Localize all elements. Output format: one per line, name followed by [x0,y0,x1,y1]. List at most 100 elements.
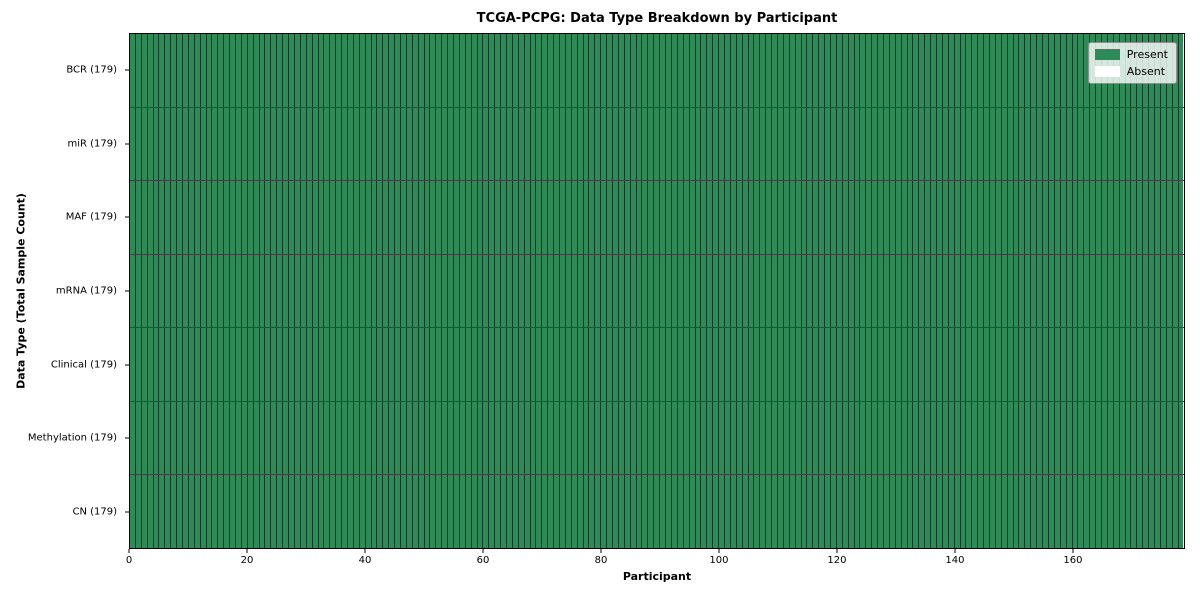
cell [459,475,466,549]
cell [630,107,637,181]
cell [1025,254,1032,328]
cell [1113,475,1120,549]
cell [1019,475,1026,549]
cell [400,107,407,181]
cell [218,401,225,475]
cell [312,181,319,254]
cell [795,254,802,328]
cell [1096,475,1102,549]
cell [730,254,737,328]
cell [212,254,219,328]
cell [206,401,213,475]
cell [453,107,460,181]
cell [283,254,290,328]
cell [1166,181,1173,254]
heatmap-row-CN [130,475,1184,549]
cell [324,254,331,328]
cell [306,475,313,549]
legend-label: Present [1126,48,1168,61]
cell [395,475,401,549]
cell [724,34,731,107]
cell [589,107,596,181]
cell [159,181,166,254]
cell [736,254,743,328]
cell [565,107,572,181]
cell [825,401,831,475]
cell [724,401,731,475]
cell [842,34,849,107]
x-tick-label: 160 [1063,555,1083,566]
cell [660,328,667,401]
cell [147,254,154,328]
cell [1037,181,1044,254]
cell [583,107,590,181]
cell [948,34,955,107]
cell [648,401,655,475]
cell [518,475,525,549]
cell [548,475,555,549]
cell [347,401,354,475]
cell [271,401,278,475]
cell [630,475,637,549]
cell [524,34,531,107]
cell [183,181,189,254]
cell [695,34,702,107]
cell [183,401,189,475]
cell [342,401,348,475]
cell [412,401,419,475]
y-tick-mark [125,364,129,366]
cell [624,107,631,181]
cell [300,475,307,549]
cell [512,475,519,549]
cell [1072,401,1079,475]
cell [277,401,284,475]
cell [312,401,319,475]
cell [400,401,407,475]
cell [854,401,861,475]
cell [347,181,354,254]
cell [418,475,425,549]
cell [1101,475,1108,549]
cell [848,34,855,107]
cell [512,181,519,254]
cell [1131,254,1138,328]
cell [406,475,413,549]
cell [1072,34,1079,107]
cell [1172,475,1179,549]
cell [524,401,531,475]
cell [141,254,148,328]
cell [1054,107,1061,181]
cell [954,475,961,549]
cell [141,475,148,549]
cell [412,328,419,401]
cell [471,254,478,328]
cell [247,475,254,549]
cell [412,34,419,107]
cell [836,328,843,401]
cell [306,34,313,107]
cell [448,254,454,328]
cell [1154,254,1161,328]
cell [371,401,378,475]
cell [907,107,914,181]
cell [636,181,643,254]
cell [1054,34,1061,107]
cell [365,475,372,549]
cell [748,181,755,254]
cell [406,181,413,254]
cell [695,475,702,549]
cell [265,401,272,475]
cell [925,475,932,549]
cell [1149,254,1155,328]
cell [554,401,561,475]
cell [471,328,478,401]
cell [271,328,278,401]
cell [230,475,237,549]
cell [901,475,908,549]
cell [813,254,820,328]
cell [642,328,649,401]
cell [713,107,720,181]
cell [1172,107,1179,181]
cell [495,475,502,549]
cell [312,254,319,328]
